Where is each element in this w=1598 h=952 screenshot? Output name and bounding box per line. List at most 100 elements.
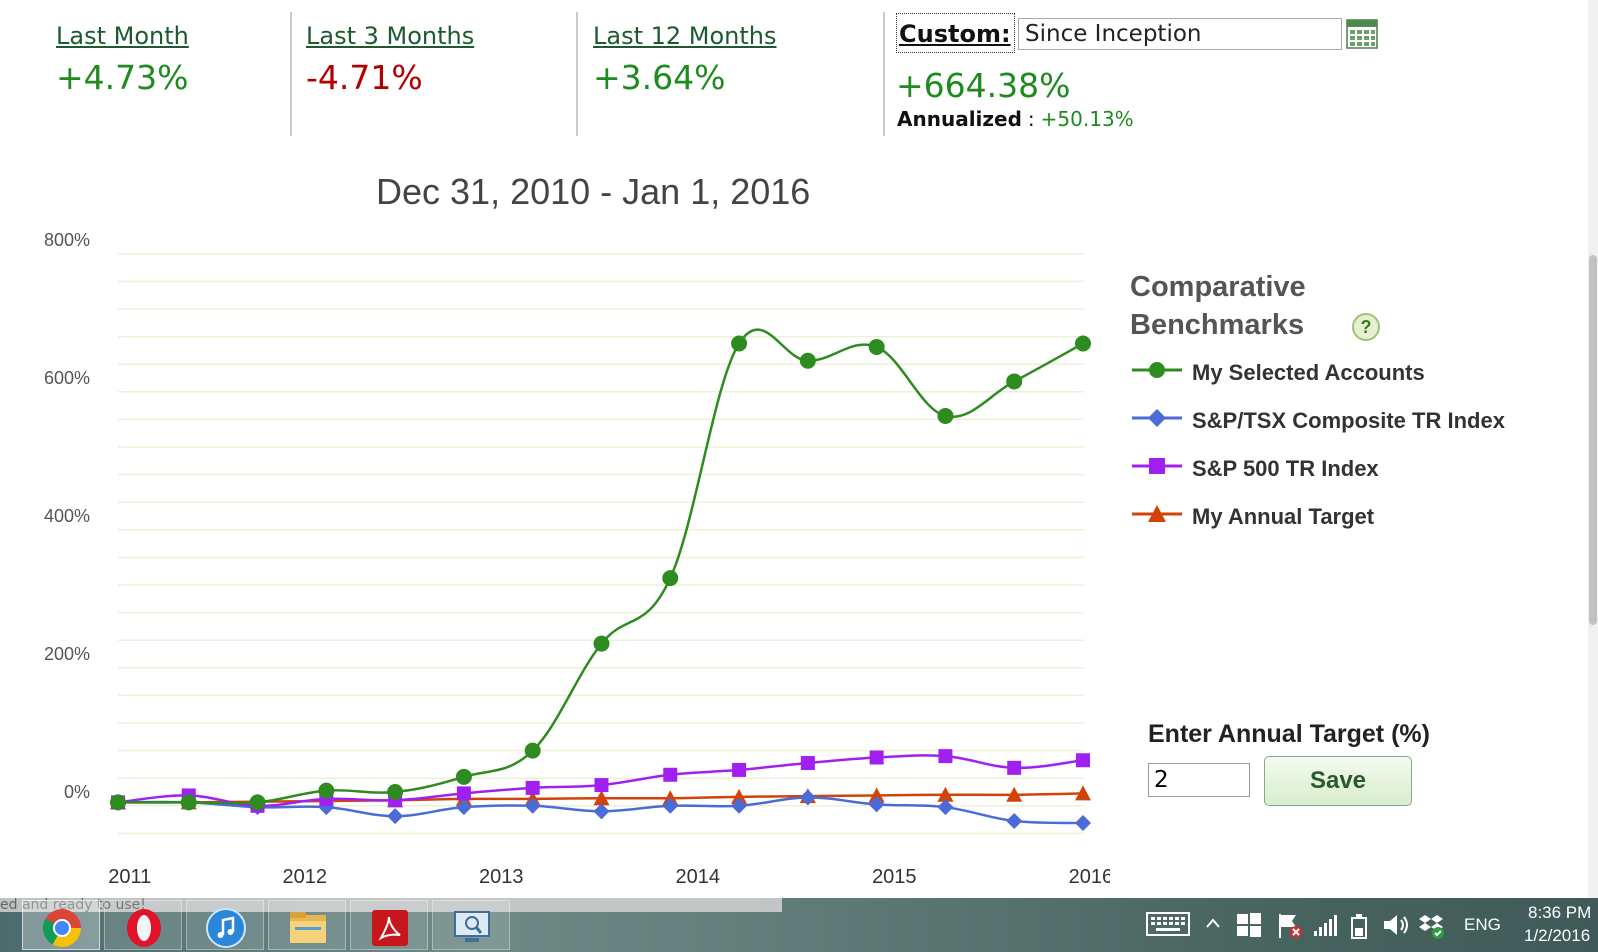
data-point [663,767,678,782]
data-point [525,780,540,795]
divider [883,12,885,136]
battery-power-icon[interactable] [1346,912,1372,940]
performance-chart: 0% 200% 400% 600% 800% 2011 2012 2013 2014 2015 20… [44,230,1110,888]
remote-desktop-icon [454,911,490,942]
data-point [800,756,815,771]
custom-period-link[interactable]: Custom: [896,13,1015,53]
data-point [1076,753,1090,768]
data-point [731,788,748,804]
legend-swatch [1132,362,1182,378]
last-12-months-value: +3.64% [593,58,726,97]
windows-logo-icon[interactable] [1236,912,1262,938]
chart-title: Dec 31, 2010 - Jan 1, 2016 [376,171,811,212]
data-point [799,789,816,806]
custom-period-value: +664.38% [896,66,1071,105]
annualized-return: Annualized: +50.13% [897,107,1134,131]
last-12-months-link[interactable]: Last 12 Months [593,22,777,50]
data-point [1075,785,1091,801]
legend-label: S&P/TSX Composite TR Index [1192,408,1505,433]
data-point [456,786,471,801]
dropbox-icon[interactable] [1418,912,1446,940]
clock-date[interactable]: 1/2/2016 [1524,926,1591,945]
chrome-icon [42,909,82,948]
legend-label: My Selected Accounts [1192,360,1425,385]
period-last-12-months: Last 12 Months +3.64% [593,22,777,97]
data-point [110,794,126,811]
data-point [593,635,610,652]
custom-range-input[interactable] [1018,18,1342,50]
performance-summary: Last Month +4.73% Last 3 Months -4.71% L… [0,0,1598,140]
data-point [455,768,472,785]
data-point [662,790,679,806]
data-point [524,742,541,759]
legend-item[interactable]: My Annual Target [1130,502,1570,532]
data-point [387,808,404,825]
data-point [799,352,816,369]
status-text: ed and ready to use! [0,898,782,912]
divider [290,12,292,136]
data-point [1149,362,1165,378]
page-scrollbar[interactable] [1588,0,1598,898]
data-point [180,794,197,811]
data-point [662,797,679,814]
help-glyph: ? [1361,317,1372,337]
legend-item[interactable]: S&P/TSX Composite TR Index [1130,406,1570,436]
data-point [868,796,885,813]
y-tick-label: 200% [44,644,90,664]
file-explorer-icon [290,912,326,943]
data-point [455,799,472,816]
legend-label: My Annual Target [1192,504,1375,529]
x-tick-label: 2014 [676,866,721,888]
network-signal-icon[interactable] [1312,912,1338,938]
annualized-label: Annualized [897,107,1022,131]
data-point [1075,335,1091,352]
last-month-link[interactable]: Last Month [56,22,189,50]
legend-item[interactable]: My Selected Accounts [1130,358,1570,388]
last-month-value: +4.73% [56,58,189,97]
save-button[interactable]: Save [1264,756,1412,806]
data-point [594,778,609,793]
data-point [1006,373,1023,390]
scroll-thumb[interactable] [1589,255,1597,625]
data-point [318,782,335,799]
keyboard-icon[interactable] [1146,912,1190,936]
clock-time[interactable]: 8:36 PM [1528,903,1592,922]
data-point [1006,812,1023,829]
calendar-icon[interactable] [1346,19,1378,49]
speaker-volume-icon[interactable] [1382,912,1410,938]
taskbar-explorer-button[interactable] [268,900,346,950]
taskbar-opera-button[interactable] [104,900,182,950]
period-last-3-months: Last 3 Months -4.71% [306,22,474,97]
y-tick-label: 0% [64,782,90,802]
data-point [1148,409,1166,427]
data-point [868,787,885,803]
acrobat-icon [372,910,408,946]
help-icon[interactable]: ? [1351,312,1381,342]
last-3-months-link[interactable]: Last 3 Months [306,22,475,50]
data-point [937,407,954,424]
taskbar-itunes-button[interactable] [186,900,264,950]
last-3-months-value: -4.71% [306,58,423,97]
show-hidden-icons-icon[interactable] [1206,918,1220,928]
action-center-flag-icon[interactable] [1276,912,1304,940]
language-indicator[interactable]: ENG [1464,915,1501,934]
y-tick-label: 800% [44,230,90,250]
taskbar-remote-desktop-button[interactable] [432,900,510,950]
data-point [731,335,748,352]
data-point [387,784,404,800]
data-point [1006,786,1023,802]
x-tick-label: 2011 [108,866,151,888]
legend-item[interactable]: S&P 500 TR Index [1130,454,1570,484]
x-tick-label: 2016 [1069,866,1110,888]
data-point [937,799,954,816]
y-tick-label: 400% [44,506,90,526]
period-last-month: Last Month +4.73% [56,22,189,97]
taskbar-chrome-button[interactable] [22,900,100,950]
data-point [1148,505,1166,522]
annual-target-label: Enter Annual Target (%) [1148,720,1430,748]
annual-target-input[interactable] [1148,763,1250,797]
opera-icon [127,909,161,947]
taskbar-acrobat-button[interactable] [350,900,428,950]
data-point [937,786,954,802]
legend-swatch [1132,458,1182,474]
